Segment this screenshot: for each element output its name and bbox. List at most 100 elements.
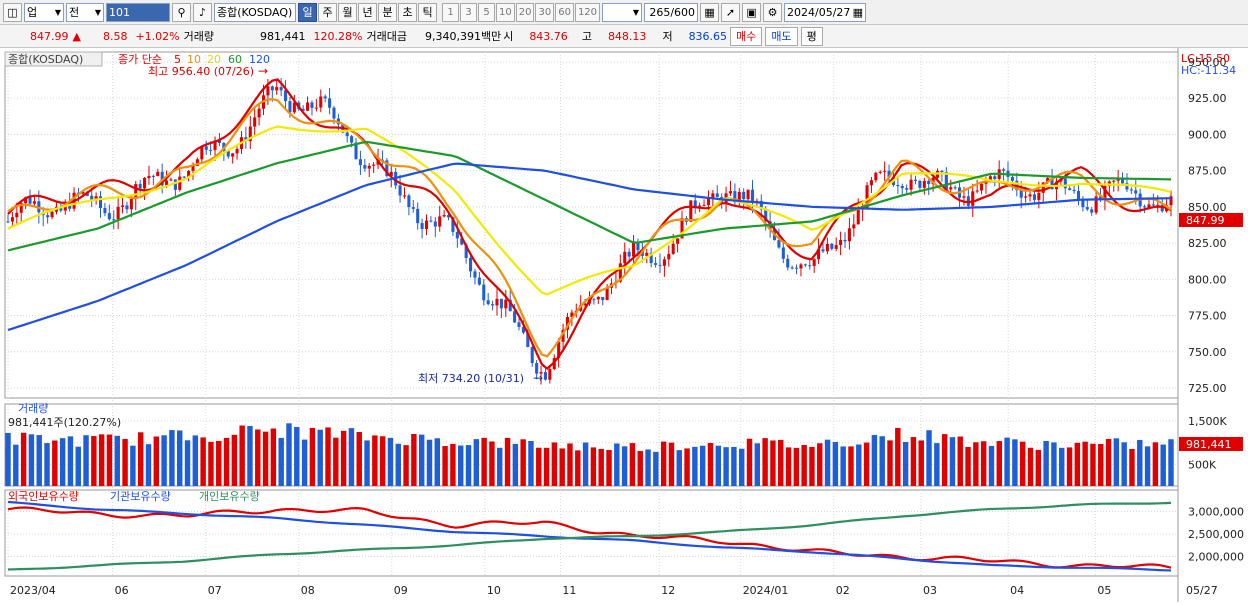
period-button-minute[interactable]: 분 — [378, 2, 397, 22]
volume-bar — [973, 442, 979, 486]
volume-bar — [434, 438, 441, 486]
candle-body — [195, 159, 199, 166]
candle-body — [971, 191, 975, 206]
volume-bar — [106, 434, 113, 486]
volume-bar — [738, 448, 745, 486]
volume-bar — [575, 450, 581, 486]
volume-bar — [715, 445, 722, 486]
chart-svg[interactable]: 2023/04 06 07 08 09 10 11 12 2024/01 02 03 04 05 05/2… — [0, 48, 1248, 602]
period-button-day[interactable]: 일 — [298, 2, 317, 22]
ma-line-60 — [7, 140, 1172, 252]
volume-bar — [551, 442, 558, 486]
interval-button[interactable]: 10 — [496, 2, 515, 22]
candle-body — [927, 180, 931, 185]
candle-body — [830, 243, 834, 249]
candle-body — [19, 203, 23, 213]
candle-body — [618, 263, 622, 282]
candle-body — [416, 208, 420, 224]
period-button-month[interactable]: 월 — [338, 2, 357, 22]
ma-line-10 — [7, 97, 1172, 358]
period-button-week[interactable]: 주 — [318, 2, 337, 22]
candle-body — [442, 215, 446, 217]
x-tick-label: 12 — [661, 584, 675, 597]
period-button-tick[interactable]: 틱 — [418, 2, 437, 22]
candle-body — [204, 146, 208, 150]
candle-body — [706, 198, 710, 206]
line-draw-icon[interactable]: ➚ — [721, 2, 741, 22]
y-tick-label: 925.00 — [1188, 92, 1227, 105]
date-field[interactable]: 2024/05/27 ▦ — [784, 2, 867, 22]
volume-bar — [785, 447, 792, 486]
period-button-year[interactable]: 년 — [358, 2, 377, 22]
candle-body — [1063, 178, 1067, 189]
custom-interval-select[interactable]: ▼ — [602, 2, 643, 22]
candle-body — [698, 205, 702, 207]
candle-body — [627, 251, 631, 257]
gear-icon[interactable]: ⚙ — [763, 2, 783, 22]
candle-body — [129, 199, 133, 210]
arrow-right-icon: → — [258, 64, 268, 78]
eval-button[interactable]: 평 — [800, 26, 823, 46]
volume-bar — [403, 445, 409, 486]
volume-ratio: 120.28% — [313, 29, 363, 43]
x-tick-label: 11 — [562, 584, 576, 597]
candle-body — [812, 259, 816, 266]
volume-bar — [169, 430, 175, 486]
interval-button[interactable]: 5 — [478, 2, 495, 22]
y-tick-label: 900.00 — [1188, 128, 1227, 141]
candle-body — [398, 185, 402, 196]
volume-bar — [1051, 442, 1057, 486]
market-select-value: 업 — [27, 6, 38, 19]
bar-count-field[interactable]: 265/600 — [644, 2, 699, 22]
candle-body — [583, 303, 587, 306]
search-icon[interactable]: ⚲ — [172, 2, 191, 22]
volume-bar — [395, 443, 401, 486]
volume-value: 981,441 — [260, 29, 306, 43]
volume-bar — [676, 450, 682, 486]
symbol-name-field[interactable]: 종합(KOSDAQ) — [214, 2, 296, 22]
y-tick-label: 850.00 — [1188, 201, 1227, 214]
candle-body — [1134, 190, 1138, 194]
interval-button[interactable]: 60 — [555, 2, 574, 22]
volume-bar — [934, 443, 940, 486]
candle-body — [169, 179, 173, 181]
save-icon[interactable]: ▣ — [742, 2, 762, 22]
x-tick-label: 07 — [208, 584, 222, 597]
volume-bar — [809, 446, 815, 486]
candle-body — [1076, 191, 1081, 199]
toolbar: ◫ 업 ▼ 전 ▼ 101 ⚲ ♪ 종합(KOSDAQ) 일 주 월 년 분 초… — [0, 0, 1248, 25]
symbol-code-input[interactable]: 101 — [106, 2, 170, 22]
candle-body — [759, 200, 763, 210]
candle-body — [883, 170, 887, 172]
calendar-icon[interactable]: ▦ — [852, 5, 864, 19]
volume-bar — [333, 437, 339, 486]
market-select[interactable]: 업 ▼ — [24, 2, 64, 22]
buy-button[interactable]: 매수 — [730, 26, 763, 46]
chart-area[interactable]: 2023/04 06 07 08 09 10 11 12 2024/01 02 03 04 05 05/2… — [0, 48, 1248, 602]
sell-button[interactable]: 매도 — [765, 26, 798, 46]
candle-body — [1125, 183, 1129, 190]
period-buttons: 일 주 월 년 분 초 틱 — [298, 2, 437, 22]
volume-bar — [489, 441, 495, 486]
interval-button[interactable]: 120 — [574, 2, 601, 22]
volume-bar — [660, 441, 667, 486]
candle-body — [905, 188, 909, 190]
sound-icon[interactable]: ♪ — [193, 2, 212, 22]
interval-button[interactable]: 30 — [535, 2, 555, 22]
volume-bar — [317, 429, 323, 486]
candle-body — [786, 258, 790, 268]
ma-line-120 — [7, 162, 1172, 332]
interval-button[interactable]: 3 — [460, 2, 477, 22]
chart-type-icon[interactable]: ▦ — [700, 2, 720, 22]
period-select-value: 전 — [69, 6, 80, 19]
period-button-second[interactable]: 초 — [398, 2, 417, 22]
volume-bar — [1066, 447, 1073, 486]
candle-body — [636, 243, 640, 251]
candle-body — [1072, 189, 1076, 192]
candle-body — [147, 175, 151, 178]
interval-button[interactable]: 20 — [515, 2, 535, 22]
interval-button[interactable]: 1 — [442, 2, 459, 22]
volume-bar — [980, 441, 987, 486]
period-select[interactable]: 전 ▼ — [66, 2, 104, 22]
layout-icon[interactable]: ◫ — [3, 2, 22, 22]
